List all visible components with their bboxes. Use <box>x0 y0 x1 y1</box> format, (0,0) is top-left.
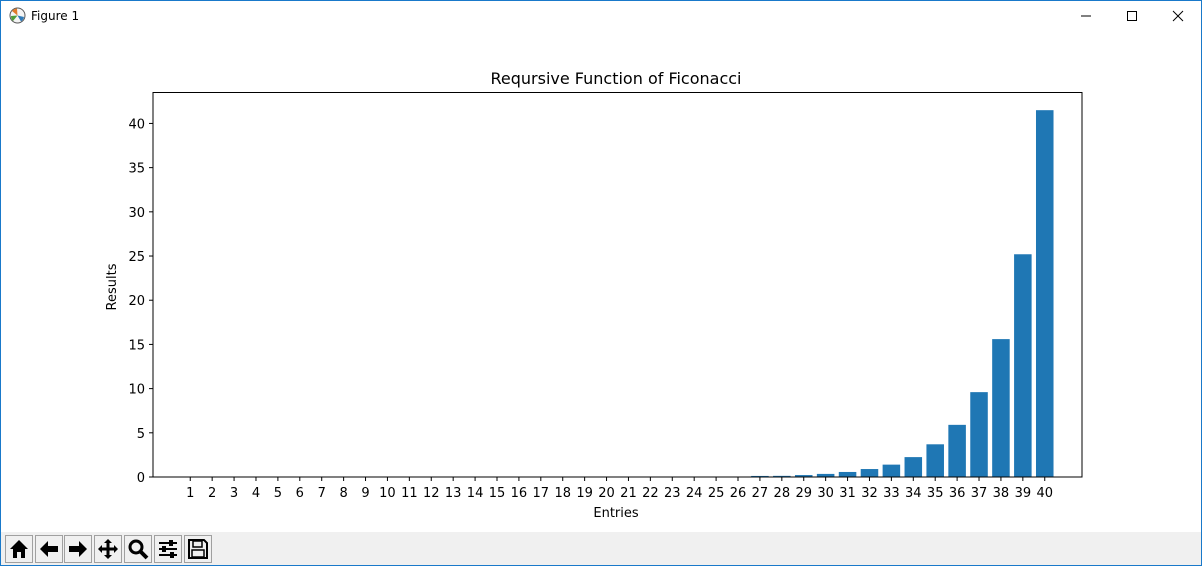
y-axis: 0 5 10 15 20 25 30 35 40 <box>128 117 153 486</box>
x-tick-label: 12 <box>423 486 440 501</box>
bar <box>794 475 813 477</box>
y-axis-label: Results <box>105 263 120 310</box>
y-tick-label: 35 <box>128 162 145 177</box>
x-tick-label: 4 <box>252 486 260 501</box>
save-icon <box>188 539 208 559</box>
x-axis: 1 2 3 4 5 6 7 8 9 10 11 12 13 14 15 16 17 18 19 20 21 22 23 24 2… <box>186 477 1053 501</box>
pan-button[interactable] <box>94 535 122 563</box>
bar <box>773 475 791 477</box>
y-tick-label: 40 <box>128 117 145 132</box>
zoom-icon <box>128 539 149 560</box>
x-tick-label: 38 <box>993 486 1010 501</box>
x-tick-label: 27 <box>752 486 769 501</box>
y-tick-label: 10 <box>128 383 145 398</box>
back-arrow-icon <box>40 541 58 557</box>
x-tick-label: 7 <box>318 486 326 501</box>
chart-title: Reqursive Function of Ficonacci <box>491 69 742 88</box>
bar <box>926 444 944 477</box>
bar <box>860 469 879 477</box>
x-tick-label: 1 <box>186 486 194 501</box>
bar <box>1014 254 1032 477</box>
x-tick-label: 14 <box>467 486 484 501</box>
x-tick-label: 6 <box>296 486 304 501</box>
bar <box>751 475 769 477</box>
x-tick-label: 32 <box>861 486 878 501</box>
minimize-icon <box>1081 15 1091 17</box>
zoom-button[interactable] <box>124 535 152 563</box>
x-tick-label: 34 <box>905 486 922 501</box>
bar <box>816 473 835 477</box>
close-icon <box>1172 10 1184 22</box>
x-tick-label: 30 <box>817 486 834 501</box>
x-tick-label: 11 <box>401 486 418 501</box>
x-tick-label: 25 <box>708 486 725 501</box>
x-tick-label: 35 <box>927 486 944 501</box>
y-tick-label: 15 <box>128 338 145 353</box>
x-tick-label: 40 <box>1036 486 1053 501</box>
matplotlib-app-icon <box>9 7 26 24</box>
x-tick-label: 19 <box>576 486 593 501</box>
bar <box>992 339 1010 477</box>
x-tick-label: 15 <box>489 486 506 501</box>
x-tick-label: 18 <box>554 486 571 501</box>
bar <box>970 392 988 477</box>
bar <box>882 464 901 477</box>
x-tick-label: 36 <box>949 486 966 501</box>
y-tick-label: 0 <box>137 471 145 486</box>
x-tick-label: 29 <box>795 486 812 501</box>
x-axis-label: Entries <box>593 506 639 521</box>
bar <box>948 424 966 477</box>
x-tick-label: 33 <box>883 486 900 501</box>
x-tick-label: 28 <box>774 486 791 501</box>
maximize-icon <box>1127 11 1137 21</box>
x-tick-label: 20 <box>598 486 615 501</box>
window-title: Figure 1 <box>31 9 80 23</box>
x-tick-label: 5 <box>274 486 282 501</box>
x-tick-label: 16 <box>511 486 528 501</box>
bar <box>904 457 923 477</box>
x-tick-label: 9 <box>361 486 369 501</box>
x-tick-label: 10 <box>379 486 396 501</box>
title-bar: Figure 1 <box>1 1 1201 31</box>
y-tick-label: 20 <box>128 294 145 309</box>
x-tick-label: 22 <box>642 486 659 501</box>
home-icon <box>10 540 28 558</box>
bars-group <box>751 110 1054 478</box>
x-tick-label: 13 <box>445 486 462 501</box>
configure-subplots-icon <box>159 540 177 558</box>
chart-canvas[interactable]: Reqursive Function of Ficonacci Entries … <box>1 31 1201 531</box>
navigation-toolbar <box>1 532 1201 565</box>
y-tick-label: 5 <box>137 427 145 442</box>
home-button[interactable] <box>5 535 33 563</box>
save-button[interactable] <box>184 535 212 563</box>
configure-subplots-button[interactable] <box>154 535 182 563</box>
pan-icon <box>98 539 118 559</box>
forward-arrow-icon <box>69 541 87 557</box>
x-tick-label: 3 <box>230 486 238 501</box>
axes-frame <box>152 92 1083 478</box>
y-tick-label: 30 <box>128 206 145 221</box>
x-tick-label: 39 <box>1015 486 1032 501</box>
x-tick-label: 26 <box>730 486 747 501</box>
bar <box>838 471 857 477</box>
x-tick-label: 8 <box>339 486 347 501</box>
back-button[interactable] <box>35 535 63 563</box>
x-tick-label: 21 <box>620 486 637 501</box>
x-tick-label: 23 <box>664 486 681 501</box>
maximize-button[interactable] <box>1109 1 1155 31</box>
y-tick-label: 25 <box>128 250 145 265</box>
forward-button[interactable] <box>64 535 92 563</box>
x-tick-label: 24 <box>686 486 703 501</box>
bar <box>1035 110 1054 478</box>
x-tick-label: 37 <box>971 486 988 501</box>
x-tick-label: 2 <box>208 486 216 501</box>
minimize-button[interactable] <box>1063 1 1109 31</box>
x-tick-label: 31 <box>839 486 856 501</box>
close-button[interactable] <box>1155 1 1201 31</box>
x-tick-label: 17 <box>533 486 550 501</box>
